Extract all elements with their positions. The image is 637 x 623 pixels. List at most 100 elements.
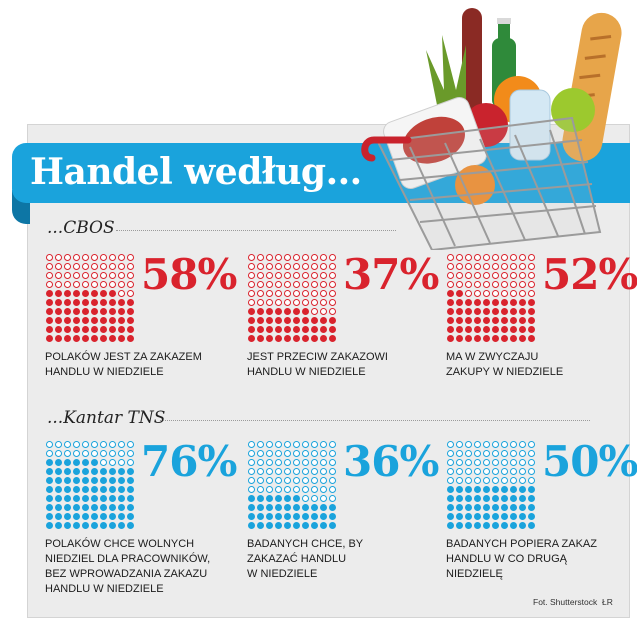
waffle-dot-filled	[55, 468, 62, 475]
basket-handle-icon	[361, 136, 412, 162]
waffle-dot-filled	[275, 522, 282, 529]
waffle-dot-empty	[64, 272, 71, 279]
waffle-dot-empty	[456, 281, 463, 288]
waffle-dot-filled	[275, 495, 282, 502]
waffle-dot-filled	[456, 486, 463, 493]
waffle-dot-filled	[91, 459, 98, 466]
description-line: ZAKUPY W NIEDZIELE	[446, 366, 564, 378]
waffle-dot-empty	[257, 263, 264, 270]
waffle-dot-filled	[275, 326, 282, 333]
waffle-dot-empty	[483, 450, 490, 457]
waffle-dot-filled	[483, 317, 490, 324]
waffle-dot-empty	[55, 263, 62, 270]
waffle-dot-filled	[82, 335, 89, 342]
waffle-dot-empty	[311, 299, 318, 306]
waffle-dot-empty	[266, 290, 273, 297]
waffle-dot-filled	[501, 308, 508, 315]
waffle-dot-empty	[528, 290, 535, 297]
waffle-dot-empty	[118, 263, 125, 270]
waffle-dot-empty	[293, 450, 300, 457]
waffle-dot-filled	[293, 326, 300, 333]
waffle-dot-empty	[109, 450, 116, 457]
waffle-dot-filled	[275, 308, 282, 315]
waffle-dot-filled	[257, 513, 264, 520]
waffle-dot-filled	[73, 495, 80, 502]
waffle-dot-filled	[311, 326, 318, 333]
waffle-dot-empty	[284, 299, 291, 306]
waffle-dot-empty	[465, 459, 472, 466]
waffle-dot-filled	[456, 513, 463, 520]
waffle-dot-filled	[109, 495, 116, 502]
waffle-dot-filled	[91, 504, 98, 511]
waffle-dot-empty	[293, 254, 300, 261]
infographic-title: Handel według...	[30, 151, 362, 193]
waffle-dot-empty	[510, 477, 517, 484]
waffle-dot-filled	[447, 495, 454, 502]
waffle-dot-filled	[257, 308, 264, 315]
waffle-dot-filled	[492, 317, 499, 324]
waffle-dot-filled	[55, 308, 62, 315]
waffle-dot-filled	[127, 299, 134, 306]
waffle-dot-filled	[127, 513, 134, 520]
waffle-dot-filled	[73, 326, 80, 333]
waffle-dot-filled	[64, 459, 71, 466]
waffle-dot-filled	[64, 326, 71, 333]
waffle-dot-filled	[492, 513, 499, 520]
waffle-dot-filled	[474, 513, 481, 520]
waffle-dot-filled	[55, 326, 62, 333]
waffle-dot-filled	[109, 513, 116, 520]
waffle-dot-filled	[474, 317, 481, 324]
waffle-dot-filled	[248, 504, 255, 511]
waffle-dot-filled	[118, 317, 125, 324]
description-line: NIEDZIEL DLA PRACOWNIKÓW,	[45, 553, 211, 565]
waffle-dot-empty	[329, 299, 336, 306]
description-line: MA W ZWYCZAJU	[446, 351, 539, 363]
waffle-dot-empty	[46, 272, 53, 279]
waffle-dot-empty	[519, 477, 526, 484]
waffle-dot-empty	[248, 281, 255, 288]
waffle-dot-filled	[64, 290, 71, 297]
waffle-grid	[247, 440, 337, 530]
waffle-dot-filled	[528, 335, 535, 342]
pineapple-icon	[426, 35, 466, 110]
waffle-dot-filled	[528, 317, 535, 324]
waffle-dot-filled	[109, 326, 116, 333]
waffle-dot-empty	[528, 254, 535, 261]
author-mark: ŁR	[601, 597, 613, 607]
waffle-dot-filled	[64, 495, 71, 502]
waffle-dot-filled	[284, 308, 291, 315]
waffle-dot-empty	[456, 441, 463, 448]
waffle-dot-empty	[293, 281, 300, 288]
waffle-dot-filled	[109, 299, 116, 306]
waffle-dot-empty	[311, 477, 318, 484]
waffle-dot-filled	[266, 504, 273, 511]
waffle-dot-filled	[501, 326, 508, 333]
waffle-dot-filled	[501, 522, 508, 529]
waffle-dot-filled	[456, 504, 463, 511]
waffle-dot-empty	[100, 272, 107, 279]
waffle-dot-empty	[118, 290, 125, 297]
waffle-dot-empty	[320, 486, 327, 493]
waffle-dot-filled	[73, 299, 80, 306]
waffle-dot-filled	[302, 326, 309, 333]
waffle-dot-empty	[275, 254, 282, 261]
waffle-dot-filled	[474, 335, 481, 342]
waffle-grid	[247, 253, 337, 343]
waffle-dot-filled	[100, 290, 107, 297]
waffle-dot-empty	[302, 450, 309, 457]
waffle-dot-filled	[456, 299, 463, 306]
waffle-dot-empty	[257, 272, 264, 279]
waffle-dot-empty	[483, 459, 490, 466]
waffle-dot-empty	[519, 468, 526, 475]
waffle-dot-filled	[528, 326, 535, 333]
waffle-dot-filled	[284, 317, 291, 324]
waffle-dot-filled	[284, 326, 291, 333]
waffle-dot-filled	[456, 495, 463, 502]
waffle-dot-empty	[465, 468, 472, 475]
waffle-dot-empty	[329, 441, 336, 448]
waffle-dot-filled	[109, 468, 116, 475]
waffle-dot-filled	[82, 468, 89, 475]
waffle-dot-filled	[519, 326, 526, 333]
waffle-dot-filled	[91, 326, 98, 333]
waffle-dot-empty	[46, 281, 53, 288]
